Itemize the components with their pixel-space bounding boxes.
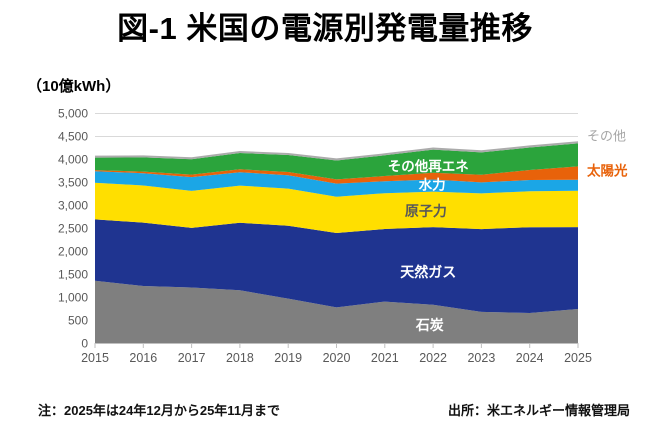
y-tick-label: 1,500: [58, 268, 88, 282]
area-hydro: [95, 171, 578, 197]
x-tick-label: 2016: [129, 351, 157, 365]
unit-label: （10億kWh）: [27, 78, 121, 95]
x-tick-label: 2017: [178, 351, 206, 365]
y-tick-label: 1,000: [58, 291, 88, 305]
x-tick-label: 2022: [419, 351, 447, 365]
area-natural-gas: [95, 219, 578, 313]
series-label-other-renewables: その他再エネ: [388, 158, 469, 174]
x-tick-label: 2023: [467, 351, 495, 365]
y-tick-label: 3,500: [58, 176, 88, 190]
y-tick-label: 5,000: [58, 107, 88, 121]
x-tick-label: 2021: [371, 351, 399, 365]
y-tick-label: 2,000: [58, 245, 88, 259]
series-label-hydro: 水力: [419, 176, 446, 192]
chart-title: 図-1 米国の電源別発電量推移: [117, 11, 533, 46]
y-tick-label: 500: [68, 314, 88, 328]
series-label-natural-gas: 天然ガス: [400, 264, 456, 280]
y-tick-label: 3,000: [58, 199, 88, 213]
x-tick-label: 2018: [226, 351, 254, 365]
x-tick-label: 2015: [81, 351, 109, 365]
area-coal: [95, 280, 578, 343]
source-credit: 出所：米エネルギー情報管理局: [447, 403, 630, 418]
y-tick-label: 2,500: [58, 222, 88, 236]
y-tick-label: 4,000: [58, 153, 88, 167]
x-tick-label: 2025: [564, 351, 592, 365]
x-tick-label: 2019: [274, 351, 302, 365]
area-nuclear: [95, 182, 578, 233]
x-tick-label: 2020: [323, 351, 351, 365]
x-tick-label: 2024: [516, 351, 544, 365]
area-solar: [95, 166, 578, 184]
series-label-coal: 石炭: [415, 317, 444, 333]
y-tick-label: 4,500: [58, 130, 88, 144]
series-label-other: その他: [587, 129, 626, 144]
area-other: [95, 141, 578, 161]
footnote: 注：2025年は24年12月から25年11月まで: [38, 403, 281, 418]
series-label-solar: 太陽光: [587, 162, 628, 178]
area-other-renewables: [95, 143, 578, 180]
series-label-nuclear: 原子力: [405, 203, 447, 219]
y-tick-label: 0: [81, 337, 88, 351]
